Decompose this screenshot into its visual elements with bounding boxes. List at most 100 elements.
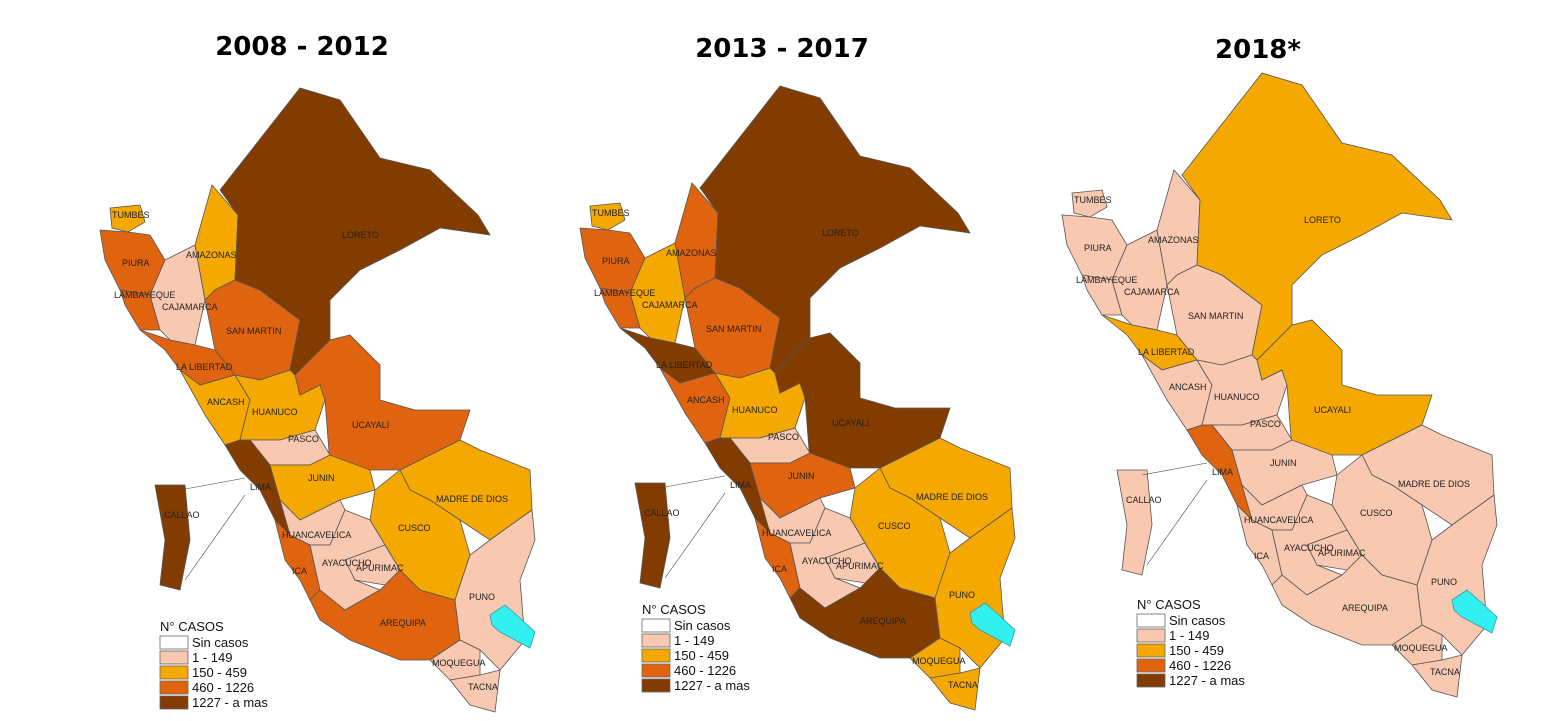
region-label: ICA [292, 566, 307, 576]
region [589, 202, 626, 231]
map: TUMBES PIURA LAMBAYEQUE CAJAMARCA AMAZONAS LA… [99, 87, 536, 713]
region-label: LA LIBERTAD [1138, 347, 1195, 357]
region-label: MADRE DE DIOS [1398, 479, 1470, 489]
legend-label: 460 - 1226 [674, 663, 736, 678]
legend-label: 150 - 459 [1169, 643, 1224, 658]
region [1116, 469, 1153, 576]
legend-title: N° CASOS [160, 619, 224, 634]
legend-swatch [1136, 658, 1166, 673]
region-label: PIURA [122, 258, 150, 268]
legend-label: 1 - 149 [1169, 628, 1209, 643]
region-label: CUSCO [878, 521, 911, 531]
region [119, 289, 161, 331]
inset-line [1141, 462, 1208, 476]
legend-label: Sin casos [1169, 613, 1226, 628]
map-title: 2013 - 2017 [695, 34, 869, 64]
region-label: SAN MARTIN [226, 326, 281, 336]
region-label: PUNO [469, 592, 495, 602]
region-label: TACNA [1430, 667, 1460, 677]
legend-swatch [159, 695, 189, 710]
region-label: LAMBAYEQUE [1076, 275, 1137, 285]
region-label: TUMBES [1074, 195, 1112, 205]
legend-swatch [1136, 673, 1166, 688]
region-label: CAJAMARCA [1124, 287, 1180, 297]
region [219, 87, 491, 376]
legend-label: 1227 - a mas [674, 678, 750, 693]
region-label: PASCO [288, 434, 319, 444]
region-label: TACNA [948, 680, 978, 690]
region-label: AMAZONAS [666, 248, 717, 258]
region [929, 667, 981, 711]
region-label: TUMBES [592, 208, 630, 218]
region-label: UCAYALI [352, 420, 389, 430]
inset-line [1146, 479, 1208, 566]
region-label: MADRE DE DIOS [916, 492, 988, 502]
legend-label: 150 - 459 [674, 648, 729, 663]
legend-swatch [1136, 643, 1166, 658]
lake-titicaca [1451, 589, 1498, 634]
region-label: HUANUCO [1214, 392, 1260, 402]
region [909, 637, 961, 679]
region-label: HUANUCO [252, 407, 298, 417]
region [1071, 189, 1108, 218]
legend-swatch [159, 635, 189, 650]
region-label: ICA [1254, 551, 1269, 561]
region [109, 204, 146, 233]
region-label: MOQUEGUA [432, 658, 486, 668]
lake-titicaca [489, 604, 536, 649]
region-label: PUNO [949, 590, 975, 600]
region-label: CAJAMARCA [162, 302, 218, 312]
map-title: 2008 - 2012 [215, 32, 389, 62]
legend-swatch [159, 680, 189, 695]
legend-title: N° CASOS [1137, 597, 1201, 612]
inset-line [659, 475, 726, 489]
region-label: LIMA [250, 482, 271, 492]
legend-swatch [641, 678, 671, 693]
region-label: CALLAO [1126, 495, 1162, 505]
region-label: SAN MARTIN [1188, 311, 1243, 321]
region-label: HUANCAVELICA [282, 530, 351, 540]
region-label: LORETO [822, 228, 859, 238]
region-label: PIURA [1084, 243, 1112, 253]
region-label: ICA [772, 564, 787, 574]
region-label: CAJAMARCA [642, 300, 698, 310]
region-label: JUNIN [308, 473, 335, 483]
region [1391, 624, 1443, 666]
region-label: APURIMAC [836, 561, 884, 571]
region-label: AMAZONAS [186, 250, 237, 260]
region-label: CUSCO [1360, 508, 1393, 518]
region-label: MOQUEGUA [912, 656, 966, 666]
legend-swatch [159, 650, 189, 665]
region-label: AREQUIPA [1342, 603, 1388, 613]
region-label: LIMA [730, 480, 751, 490]
legend-swatch [641, 633, 671, 648]
map-title: 2018* [1215, 35, 1301, 65]
region [699, 85, 971, 374]
inset-line [179, 477, 246, 491]
region-label: HUANCAVELICA [762, 528, 831, 538]
region-label: PIURA [602, 256, 630, 266]
region-label: AREQUIPA [860, 616, 906, 626]
region-label: TACNA [468, 682, 498, 692]
region [154, 484, 191, 591]
legend-label: 1 - 149 [192, 650, 232, 665]
map: TUMBES PIURA LAMBAYEQUE CAJAMARCA AMAZONAS LA… [1061, 72, 1498, 698]
legend-swatch [641, 663, 671, 678]
legend-title: N° CASOS [642, 602, 706, 617]
legend-label: 1 - 149 [674, 633, 714, 648]
inset-line [664, 492, 726, 579]
legend-label: Sin casos [192, 635, 249, 650]
region-label: CUSCO [398, 523, 431, 533]
region [309, 569, 461, 661]
region-label: APURIMAC [356, 563, 404, 573]
region [789, 567, 941, 659]
region-label: LA LIBERTAD [656, 360, 713, 370]
map: TUMBES PIURA LAMBAYEQUE CAJAMARCA AMAZONAS LA… [579, 85, 1016, 711]
region-label: APURIMAC [1318, 548, 1366, 558]
region-label: LIMA [1212, 467, 1233, 477]
legend-swatch [641, 648, 671, 663]
region-label: AREQUIPA [380, 618, 426, 628]
legend-label: 150 - 459 [192, 665, 247, 680]
region-label: CALLAO [164, 510, 200, 520]
